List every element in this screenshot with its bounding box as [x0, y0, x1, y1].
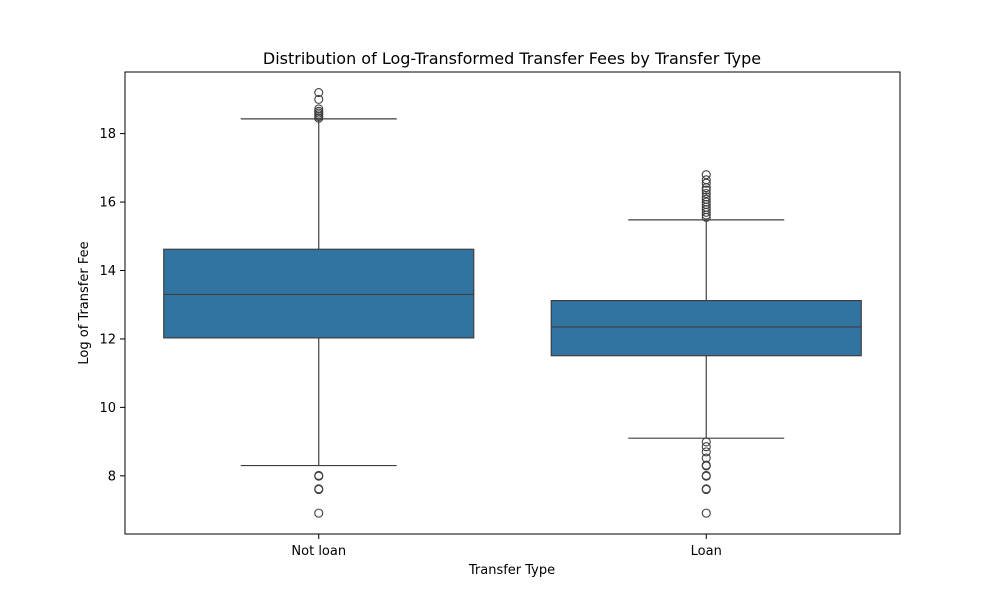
outlier-point	[701, 194, 711, 204]
iqr-box	[163, 248, 475, 339]
outlier-point	[701, 185, 711, 195]
y-tick-label: 8	[108, 469, 116, 484]
outlier-point	[314, 470, 324, 481]
outlier-point	[701, 442, 711, 452]
y-axis-label: Log of Transfer Fee	[77, 241, 92, 364]
y-tick-label: 12	[99, 332, 116, 347]
outlier-point	[701, 470, 711, 481]
outlier-point	[701, 192, 711, 202]
outlier-point	[314, 87, 324, 98]
outlier-point	[314, 94, 324, 104]
outlier-point	[701, 453, 711, 463]
outlier-point	[701, 188, 711, 199]
outlier-point	[314, 106, 324, 116]
outlier-point	[701, 484, 711, 494]
outlier-point	[314, 484, 324, 494]
box-group	[163, 87, 475, 518]
box-group	[550, 170, 862, 518]
outlier-point	[701, 460, 711, 470]
y-tick-label: 14	[99, 264, 116, 279]
iqr-box	[550, 300, 862, 357]
outlier-point	[701, 170, 711, 180]
outlier-point	[701, 508, 711, 518]
outlier-point	[701, 447, 711, 457]
outlier-point	[314, 104, 324, 114]
outlier-point	[701, 437, 711, 447]
chart-title: Distribution of Log-Transformed Transfer…	[263, 49, 761, 68]
x-tick-label: Loan	[691, 544, 722, 559]
plot-area	[163, 87, 862, 518]
y-tick-label: 18	[99, 127, 116, 142]
y-tick-label: 10	[99, 401, 116, 416]
outlier-point	[701, 197, 711, 207]
axes-frame	[124, 71, 901, 535]
x-tick-label: Not loan	[291, 544, 346, 559]
y-tick-label: 16	[99, 196, 116, 211]
x-axis-label: Transfer Type	[468, 563, 555, 578]
outlier-point	[314, 508, 324, 518]
outlier-point	[701, 175, 711, 185]
outlier-point	[701, 178, 711, 188]
